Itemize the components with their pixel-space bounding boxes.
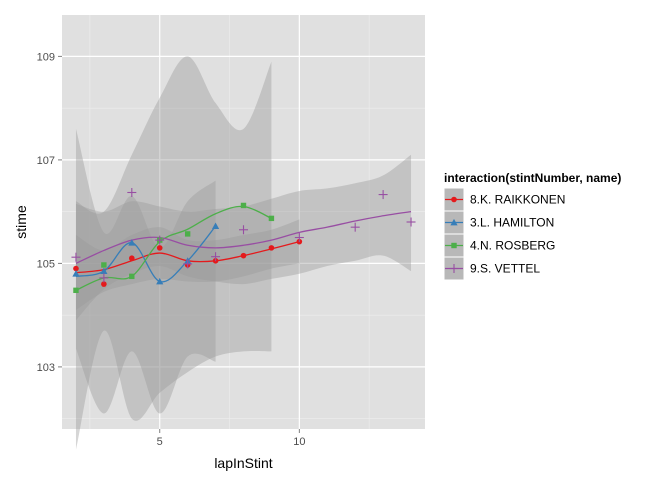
y-tick-label: 105 (37, 258, 55, 270)
minor-gridlines (62, 15, 425, 429)
data-point (101, 281, 107, 287)
data-point (350, 222, 360, 232)
y-tick-label: 109 (37, 51, 55, 63)
data-point (99, 273, 109, 283)
y-tick-label: 103 (37, 362, 55, 374)
data-point (156, 277, 164, 285)
data-point (73, 287, 79, 294)
data-point (127, 188, 137, 198)
confidence-band (75, 56, 272, 450)
data-point (240, 252, 247, 259)
y-tick-label: 107 (37, 155, 55, 167)
legend-key-marker (450, 218, 458, 226)
legend-key-marker (451, 242, 457, 249)
x-axis-ticks: 5 10 (157, 429, 305, 448)
x-tick-label: 10 (293, 436, 305, 448)
x-axis-title: lapInStint (214, 455, 272, 471)
legend-label: 3.L. HAMILTON (470, 216, 554, 230)
data-point (406, 217, 416, 227)
data-point (378, 190, 388, 200)
data-point (101, 262, 107, 268)
data-point (240, 202, 247, 209)
data-point (72, 270, 80, 277)
legend-label: 9.S. VETTEL (470, 262, 540, 276)
data-point (211, 252, 221, 262)
data-point (268, 215, 275, 222)
data-point (268, 245, 275, 251)
legend-label: 8.K. RAIKKONEN (470, 193, 565, 207)
data-point (239, 225, 248, 235)
data-point (129, 255, 135, 262)
data-point (73, 265, 79, 272)
data-point (184, 231, 191, 237)
confidence-band (75, 154, 412, 321)
legend-label: 4.N. ROSBERG (470, 239, 555, 253)
data-point (183, 259, 193, 269)
legend-key-marker (449, 264, 459, 273)
plot-panel (62, 15, 425, 429)
legend: interaction(stintNumber, name) 8.K. RAIK… (443, 171, 621, 281)
x-tick-label: 5 (157, 436, 163, 448)
data-point (294, 233, 304, 243)
data-point (128, 239, 136, 246)
legend-title: interaction(stintNumber, name) (444, 171, 621, 185)
y-axis-ticks: 103 105 107 109 (37, 51, 62, 374)
data-point (129, 273, 135, 280)
y-axis-title: stime (13, 205, 29, 239)
data-point (211, 222, 220, 230)
data-point (155, 235, 165, 245)
legend-key-marker (451, 196, 457, 203)
data-points (71, 188, 416, 294)
data-point (156, 245, 163, 251)
data-point (100, 267, 108, 275)
confidence-band (75, 128, 216, 414)
data-point (71, 252, 81, 262)
